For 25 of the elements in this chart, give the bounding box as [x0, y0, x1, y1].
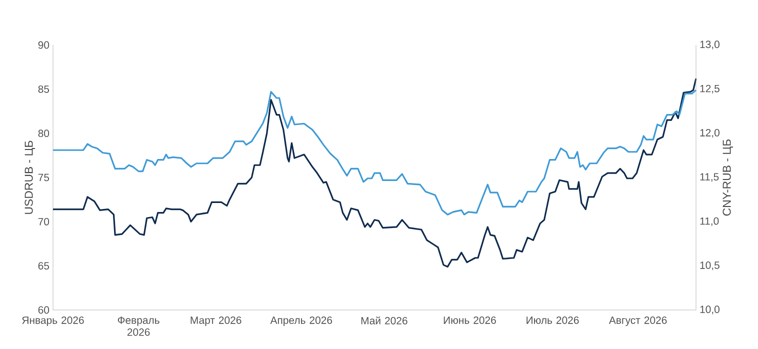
- y2-tick-label: 11,0: [700, 217, 719, 226]
- x-tick-label: Июнь 2026: [444, 316, 496, 324]
- y-tick-label: 90: [38, 41, 50, 49]
- y-tick-label: 70: [38, 218, 50, 226]
- x-tick-label: Август 2026: [608, 316, 667, 326]
- y-axis-title: USDRUB - ЦБ: [24, 140, 36, 214]
- y-tick-label: 80: [38, 130, 50, 138]
- y-tick-label: 65: [38, 262, 50, 270]
- line-series: [52, 78, 697, 268]
- x-tick-label: Январь 2026: [22, 316, 84, 326]
- y-tick-label: 85: [38, 85, 50, 93]
- x-tick-label: Апрель 2026: [270, 316, 332, 326]
- y2-tick-label: 10,5: [700, 262, 720, 270]
- x-tick-label: Февраль 2026: [118, 316, 160, 336]
- y2-tick-label: 12,5: [700, 84, 720, 94]
- x-tick-label: Март 2026: [190, 316, 242, 326]
- x-tick-label: Май 2026: [361, 316, 408, 324]
- y-tick-label: 60: [38, 306, 50, 314]
- y2-tick-label: 11,5: [700, 173, 719, 182]
- y2-tick-label: 13,0: [700, 40, 720, 50]
- y-tick-label: 75: [38, 174, 50, 182]
- x-tick-label: Июль 2026: [526, 316, 579, 324]
- y2-axis-title: CNY-RUB - ЦБ: [722, 139, 734, 216]
- y2-tick-label: 12,0: [700, 129, 720, 138]
- y2-tick-label: 10,0: [700, 306, 720, 314]
